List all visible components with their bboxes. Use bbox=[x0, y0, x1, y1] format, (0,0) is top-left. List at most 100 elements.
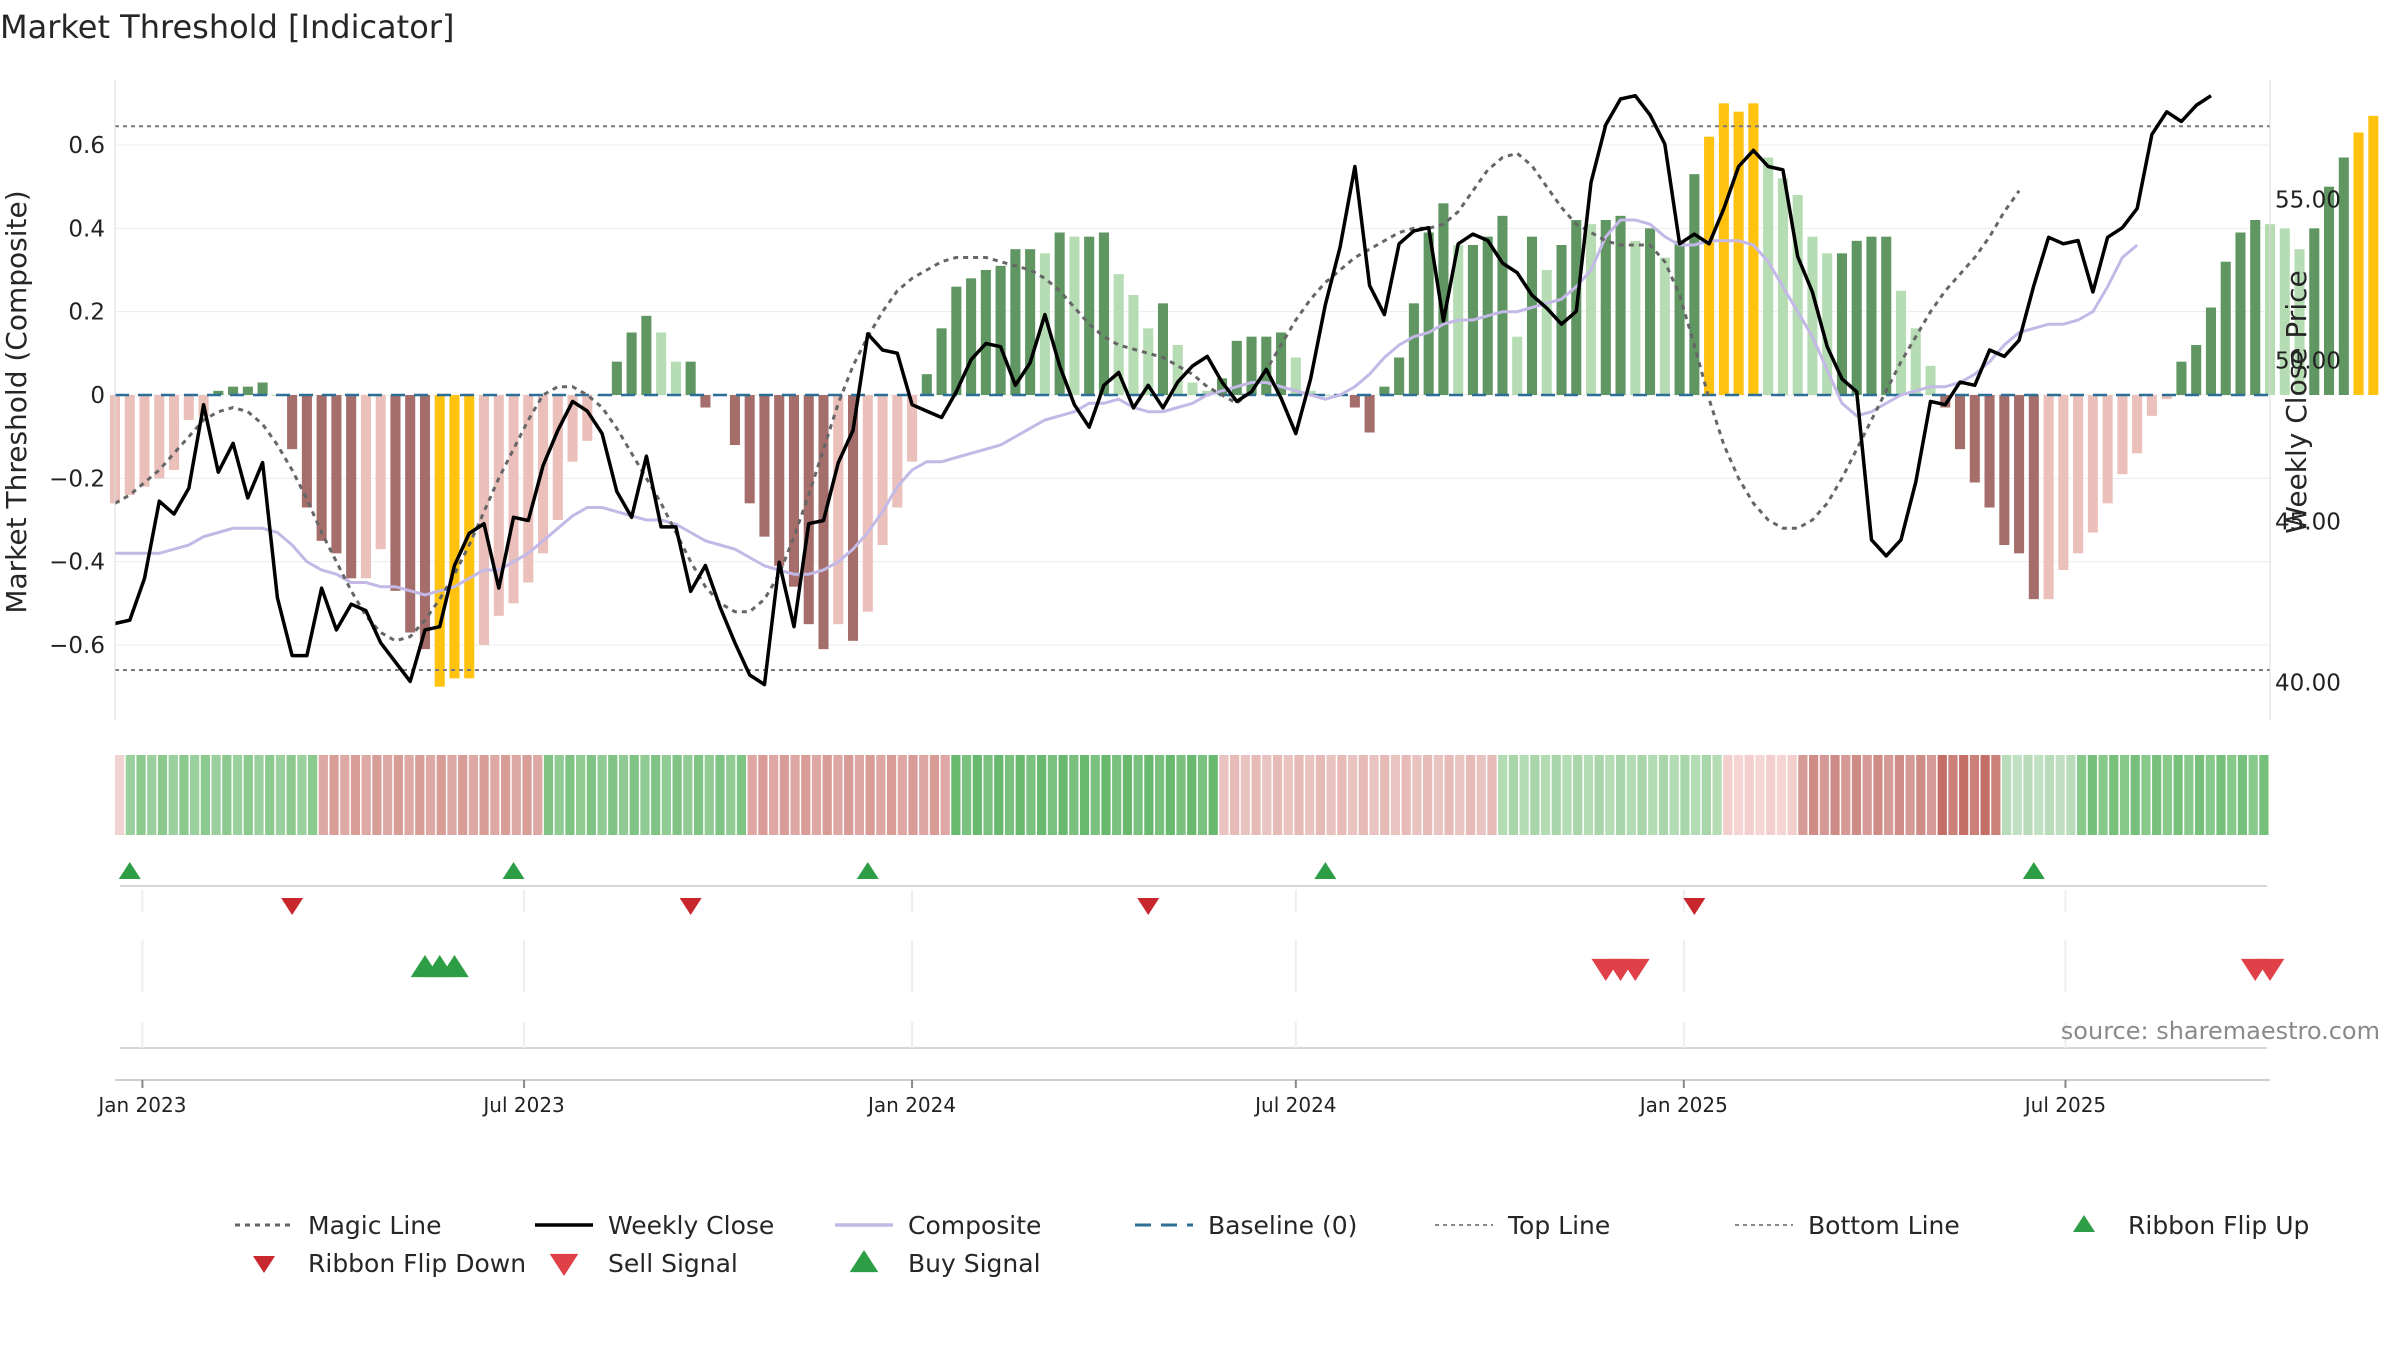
ribbon-cell bbox=[2216, 755, 2226, 835]
ribbon-cell bbox=[297, 755, 307, 835]
composite-bar bbox=[685, 361, 696, 395]
composite-bar bbox=[1969, 395, 1980, 483]
ribbon-cell bbox=[683, 755, 693, 835]
ribbon-cell bbox=[1551, 755, 1561, 835]
ribbon-cell bbox=[1101, 755, 1111, 835]
composite-bar bbox=[1054, 232, 1065, 395]
ribbon-cell bbox=[1594, 755, 1604, 835]
ribbon-cell bbox=[1272, 755, 1283, 835]
ribbon-cell bbox=[1937, 755, 1947, 835]
ribbon-cell bbox=[961, 755, 972, 835]
ribbon-cell bbox=[147, 755, 157, 835]
composite-bar bbox=[936, 328, 947, 395]
composite-bar bbox=[1394, 357, 1405, 395]
ribbon-cell bbox=[908, 755, 918, 835]
ribbon-cell bbox=[1766, 755, 1776, 835]
composite-bar bbox=[1069, 236, 1080, 395]
composite-bar bbox=[1954, 395, 1966, 450]
composite-bar bbox=[1039, 253, 1050, 395]
composite-bar bbox=[1526, 236, 1538, 395]
ribbon-cell bbox=[115, 755, 125, 835]
ribbon-flip-down-marker bbox=[281, 898, 304, 915]
ribbon-cell bbox=[1219, 755, 1229, 835]
y-right-tick-label: 40.00 bbox=[2275, 670, 2341, 696]
composite-bar bbox=[2161, 395, 2172, 400]
ribbon-cell bbox=[1165, 755, 1175, 835]
ribbon-cell bbox=[940, 755, 950, 835]
ribbon-cell bbox=[1615, 755, 1626, 835]
ribbon-cell bbox=[1948, 755, 1958, 835]
ribbon-cell bbox=[1873, 755, 1883, 835]
ribbon-cell bbox=[1004, 755, 1015, 835]
composite-bar bbox=[907, 395, 918, 462]
composite-bar bbox=[1822, 253, 1833, 395]
ribbon-cell bbox=[1133, 755, 1143, 835]
ribbon-cell bbox=[2248, 755, 2258, 835]
composite-bar bbox=[242, 386, 253, 395]
composite-bar bbox=[626, 332, 637, 395]
source-note: source: sharemaestro.com bbox=[2061, 1017, 2380, 1045]
ribbon-cell bbox=[865, 755, 875, 835]
ribbon-cell bbox=[661, 755, 672, 835]
ribbon-cell bbox=[2044, 755, 2055, 835]
composite-bar bbox=[1615, 215, 1626, 395]
ribbon-cell bbox=[1540, 755, 1551, 835]
ribbon-cell bbox=[2119, 755, 2130, 835]
composite-bar bbox=[552, 395, 563, 520]
ribbon-cell bbox=[994, 755, 1004, 835]
ribbon-cell bbox=[715, 755, 725, 835]
composite-bar bbox=[1025, 249, 1036, 395]
ribbon-cell bbox=[361, 755, 371, 835]
ribbon-cell bbox=[222, 755, 232, 835]
composite-bar bbox=[405, 395, 416, 633]
ribbon-cell bbox=[1712, 755, 1722, 835]
composite-bar bbox=[124, 395, 135, 495]
ribbon-cell bbox=[136, 755, 146, 835]
y-right-tick-label: 50.00 bbox=[2275, 349, 2341, 375]
ribbon-cell bbox=[1969, 755, 1980, 835]
ribbon-cell bbox=[1808, 755, 1819, 835]
composite-bar bbox=[1246, 336, 1257, 395]
y-right-tick-label: 55.00 bbox=[2275, 188, 2341, 214]
composite-bar bbox=[2073, 395, 2084, 554]
ribbon-cell bbox=[425, 755, 436, 835]
ribbon-cell bbox=[393, 755, 403, 835]
legend-label: Top Line bbox=[1507, 1211, 1610, 1240]
ribbon-cell bbox=[1015, 755, 1025, 835]
legend-label: Weekly Close bbox=[608, 1211, 774, 1240]
composite-bar bbox=[862, 395, 873, 612]
ribbon-cell bbox=[929, 755, 940, 835]
composite-bar bbox=[2014, 395, 2025, 554]
composite-bar bbox=[1630, 240, 1641, 395]
ribbon-cell bbox=[511, 755, 521, 835]
composite-bar bbox=[980, 270, 991, 395]
y-right-tick-label: 45.00 bbox=[2275, 509, 2341, 535]
y-left-tick-label: 0.6 bbox=[68, 133, 105, 159]
ribbon-cell bbox=[1862, 755, 1872, 835]
x-tick-label: Jul 2023 bbox=[481, 1093, 564, 1117]
ribbon-cell bbox=[2023, 755, 2033, 835]
composite-bar bbox=[892, 395, 903, 508]
composite-line bbox=[115, 218, 2139, 597]
composite-bar bbox=[538, 395, 549, 554]
ribbon-cell bbox=[1079, 755, 1090, 835]
ribbon-cell bbox=[1787, 755, 1797, 835]
composite-bar bbox=[2324, 186, 2335, 395]
ribbon-cell bbox=[1894, 755, 1904, 835]
ribbon-cell bbox=[522, 755, 532, 835]
ribbon-cell bbox=[1498, 755, 1508, 835]
ribbon-flip-down-marker bbox=[1137, 898, 1160, 915]
ribbon-cell bbox=[1755, 755, 1765, 835]
ribbon-cell bbox=[1884, 755, 1894, 835]
ribbon-cell bbox=[790, 755, 800, 835]
composite-bar bbox=[1276, 332, 1287, 395]
composite-bar bbox=[1585, 224, 1597, 395]
composite-bar bbox=[1497, 215, 1508, 395]
composite-bar bbox=[729, 395, 740, 445]
ribbon-cell bbox=[1562, 755, 1572, 835]
weekly-close-line bbox=[114, 93, 2212, 687]
composite-bar bbox=[788, 395, 800, 587]
ribbon-cell bbox=[1433, 755, 1443, 835]
composite-bar bbox=[2368, 115, 2379, 395]
